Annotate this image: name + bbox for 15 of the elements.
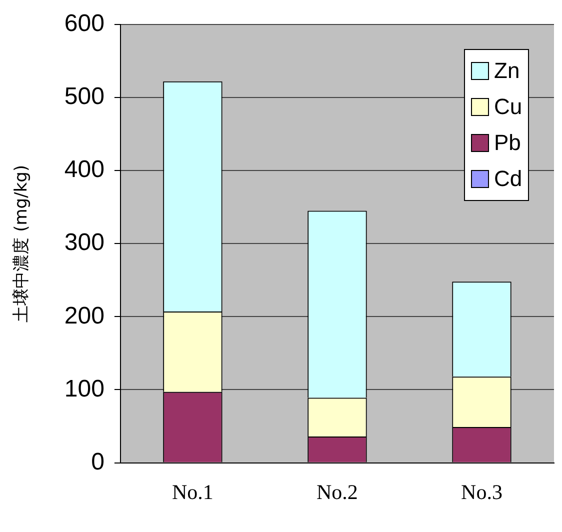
- x-tick-label: No.2: [316, 480, 358, 504]
- legend-label: Cu: [494, 94, 522, 120]
- x-tick-label: No.3: [461, 480, 502, 504]
- x-tick-label: No.1: [172, 480, 214, 504]
- y-axis-title: 土壌中濃度 (mg/kg): [12, 164, 32, 322]
- legend-label: Zn: [494, 58, 520, 84]
- legend-label: Cd: [494, 166, 522, 192]
- y-tick-label: 400: [64, 156, 104, 184]
- y-tick-label: 600: [64, 10, 104, 38]
- y-tick-label: 0: [91, 448, 104, 476]
- y-tick-label: 200: [64, 302, 104, 330]
- legend-label: Pb: [494, 130, 521, 156]
- y-tick-label: 300: [64, 229, 104, 256]
- y-tick-label: 100: [64, 375, 104, 402]
- y-tick-label: 500: [64, 83, 104, 110]
